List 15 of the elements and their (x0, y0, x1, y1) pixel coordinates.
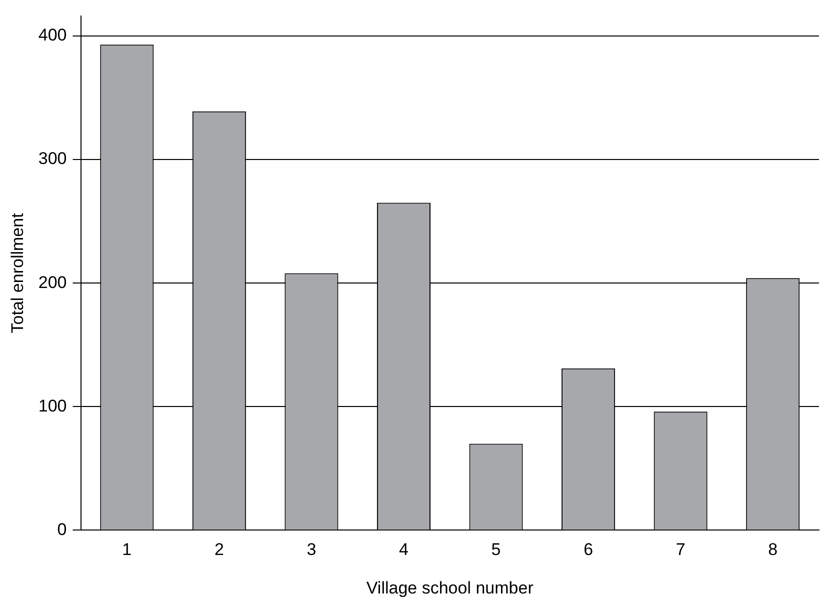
y-tick-label: 200 (38, 272, 67, 292)
y-axis-title: Total enrollment (8, 212, 27, 334)
x-axis-title: Village school number (366, 578, 534, 598)
x-tick-label: 6 (584, 540, 594, 560)
x-tick-label: 7 (676, 540, 686, 560)
x-tick-label: 5 (491, 540, 501, 560)
x-tick-label: 1 (122, 540, 132, 560)
x-tick-label: 3 (306, 540, 316, 560)
y-tick-label: 300 (38, 149, 67, 168)
x-tick-label: 8 (768, 540, 778, 560)
x-tick-label: 2 (214, 540, 224, 560)
y-tick-label: 400 (38, 26, 67, 45)
y-tick-label: 100 (38, 396, 67, 416)
x-tick-label: 4 (399, 540, 408, 560)
y-tick-label: 0 (57, 520, 67, 539)
